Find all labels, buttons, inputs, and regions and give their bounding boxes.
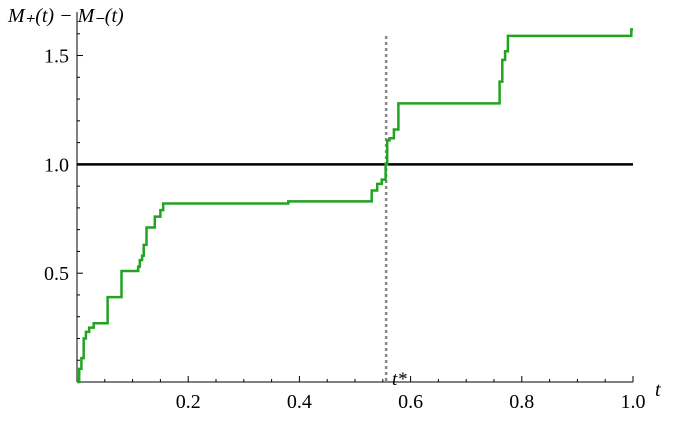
y-axis-title: M₊(t) − M₋(t) [7, 5, 124, 27]
y-tick-label: 0.5 [44, 263, 69, 285]
t-star-label: t* [392, 369, 407, 390]
x-tick-label: 0.8 [509, 391, 534, 413]
y-tick-label: 1.0 [44, 154, 69, 176]
x-tick-label: 1.0 [621, 391, 646, 413]
x-tick-label: 0.6 [398, 391, 423, 413]
marks-layer [77, 28, 633, 384]
y-tick-label: 1.5 [44, 46, 69, 68]
series-line [77, 28, 633, 384]
x-tick-label: 0.2 [176, 391, 201, 413]
plot-area: 0.2 0.4 0.6 0.8 1.0 0.5 1.0 1.5 [44, 12, 646, 413]
x-axis-title: t [655, 379, 661, 401]
x-tick-label: 0.4 [287, 391, 312, 413]
